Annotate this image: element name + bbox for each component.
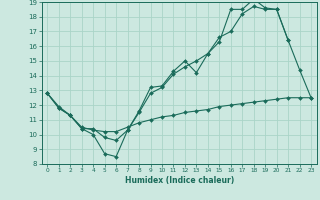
- X-axis label: Humidex (Indice chaleur): Humidex (Indice chaleur): [124, 176, 234, 185]
